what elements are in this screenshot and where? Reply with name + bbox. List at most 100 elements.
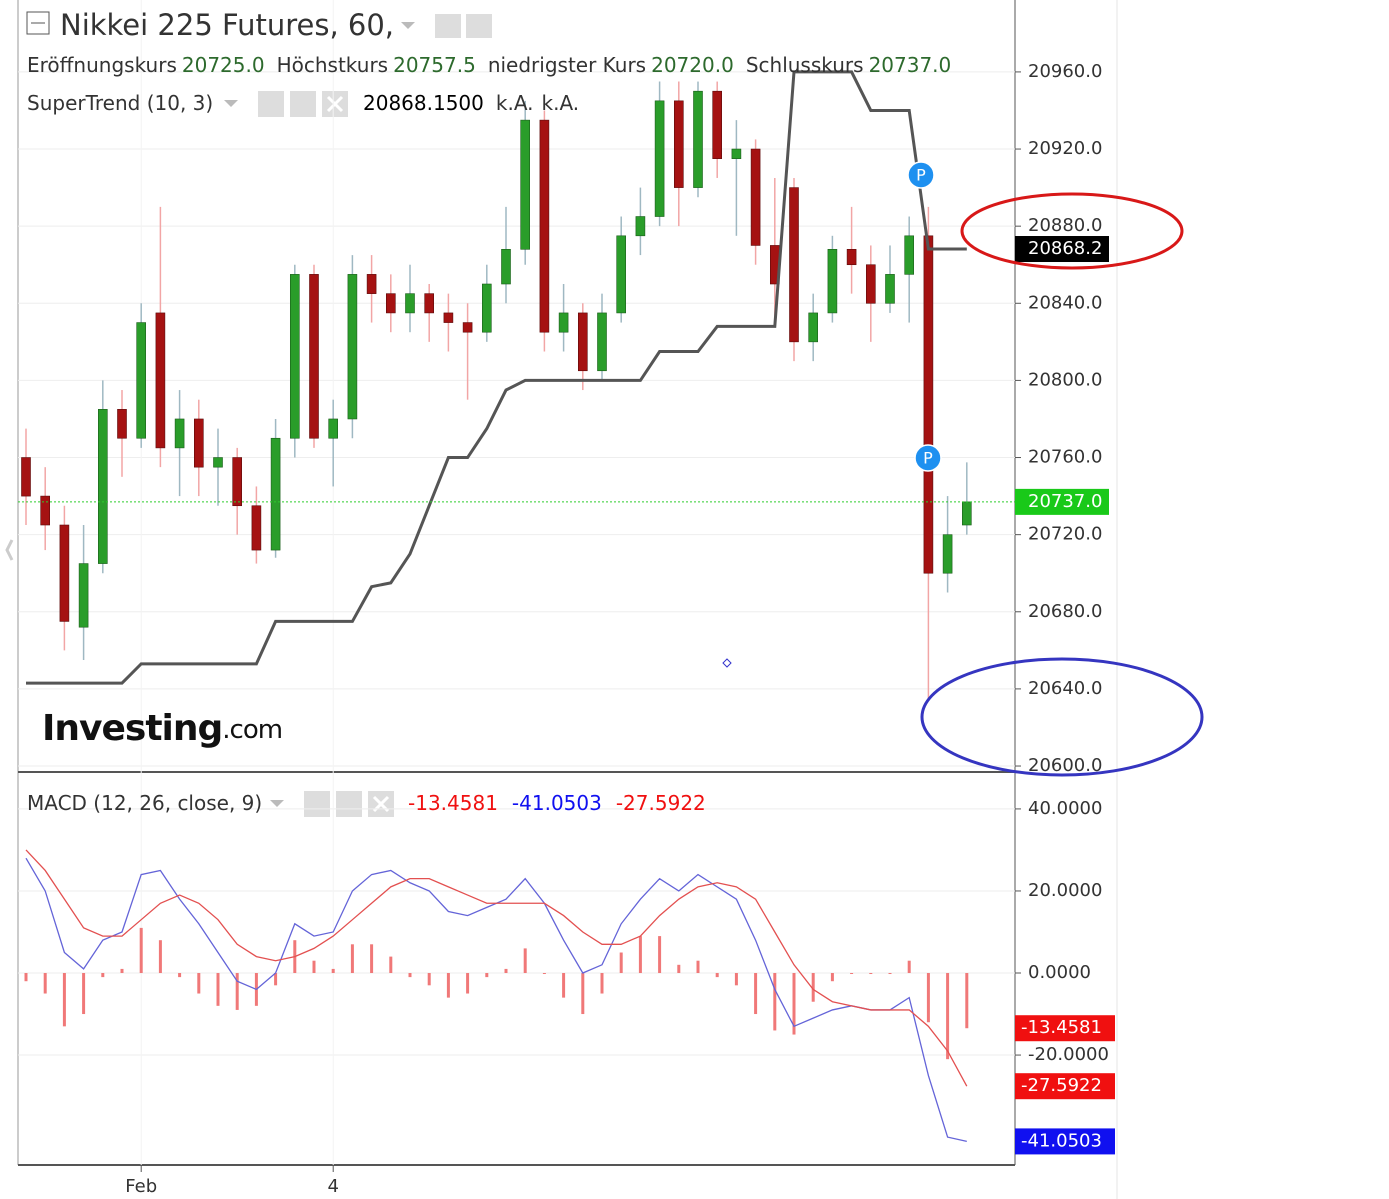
- histogram-bar: [926, 973, 930, 1023]
- candle-body: [635, 216, 646, 237]
- value-badge-label: -41.0503: [1021, 1130, 1102, 1151]
- histogram-bar: [62, 973, 66, 1027]
- indicator-badge-label: 20868.2: [1028, 238, 1102, 259]
- dropdown-arrow[interactable]: [270, 800, 284, 807]
- histogram-bar: [600, 973, 604, 994]
- marker: [914, 444, 942, 472]
- histogram-bar: [120, 968, 124, 974]
- value-badge: [1015, 1128, 1115, 1155]
- candle-body: [520, 119, 531, 250]
- price-badge-label: 20737.0: [1028, 491, 1102, 512]
- histogram-bar: [907, 960, 911, 974]
- histogram-bar: [542, 973, 546, 975]
- ohlc-value: 20757.5: [393, 53, 476, 77]
- histogram-bar: [830, 973, 834, 982]
- histogram-bar: [677, 964, 681, 974]
- histogram-bar: [312, 960, 316, 974]
- x-tick-label: Feb: [125, 1176, 157, 1197]
- visibility-button[interactable]: [258, 91, 284, 117]
- indicator-name: SuperTrend (10, 3): [27, 91, 214, 115]
- y-tick-label: 40.0000: [1028, 798, 1102, 819]
- candle-body: [232, 457, 242, 507]
- candle-body: [942, 534, 953, 574]
- ohlc-label: Schlusskurs: [745, 53, 864, 77]
- dropdown-arrow[interactable]: [401, 22, 415, 29]
- histogram-bar: [792, 973, 796, 1035]
- histogram-bar: [274, 973, 278, 986]
- histogram-bar: [504, 968, 508, 974]
- histogram-bar: [427, 973, 431, 986]
- candle-body: [98, 409, 108, 564]
- histogram-bar: [638, 936, 642, 974]
- candle-body: [136, 322, 146, 439]
- candle-body: [693, 90, 703, 188]
- settings-button[interactable]: [290, 91, 316, 117]
- candle-body: [385, 293, 396, 314]
- watermark: Investing.com: [42, 708, 282, 749]
- candle-body: [885, 274, 895, 304]
- ohlc-legend: Eröffnungskurs 20725.0 Höchstkurs 20757.5 ni…: [27, 53, 963, 77]
- settings-button[interactable]: [336, 791, 362, 817]
- ohlc-label: Eröffnungskurs: [27, 53, 177, 77]
- ohlc-value: 20720.0: [651, 53, 734, 77]
- histogram-bar: [197, 973, 201, 994]
- x-tick-label: 4: [327, 1176, 338, 1197]
- histogram-bar: [370, 944, 374, 974]
- candle-body: [309, 274, 319, 439]
- candle-body: [328, 418, 339, 439]
- value-badge-label: -27.5922: [1021, 1075, 1102, 1096]
- histogram-bar: [82, 973, 86, 1015]
- dropdown-arrow[interactable]: [224, 100, 238, 107]
- histogram-bar: [408, 973, 412, 978]
- histogram-bar: [446, 973, 450, 998]
- collapse-button[interactable]: [26, 11, 50, 35]
- candle-body: [155, 312, 166, 449]
- settings-button[interactable]: [466, 14, 492, 38]
- histogram-bar: [562, 973, 566, 998]
- candle-body: [59, 524, 70, 622]
- candle-body: [213, 457, 223, 468]
- candle-body: [366, 274, 377, 294]
- candle-body: [923, 235, 934, 574]
- candle-body: [712, 90, 723, 159]
- histogram-bar: [466, 973, 470, 994]
- visibility-button[interactable]: [304, 791, 330, 817]
- candle-body: [462, 322, 473, 333]
- candle-body: [616, 235, 627, 314]
- candle-body: [654, 100, 665, 217]
- pane-handle[interactable]: [5, 539, 14, 561]
- histogram-bar: [523, 948, 527, 974]
- candle-body: [270, 437, 281, 551]
- y-tick-label: 20800.0: [1028, 369, 1102, 390]
- candle-body: [405, 293, 415, 314]
- macd-values: -13.4581 -41.0503 -27.5922: [408, 791, 720, 815]
- histogram-bar: [43, 973, 47, 994]
- visibility-button[interactable]: [435, 14, 461, 38]
- candle-body: [251, 505, 262, 551]
- ohlc-label: Höchstkurs: [276, 53, 389, 77]
- candle-body: [21, 457, 31, 497]
- histogram-bar: [158, 940, 162, 974]
- histogram-bar: [389, 956, 393, 974]
- histogram-bar: [216, 973, 220, 1006]
- histogram-bar: [869, 973, 873, 975]
- histogram-bar: [235, 973, 239, 1010]
- highlight-ellipse: [920, 657, 1204, 777]
- histogram-bar: [811, 973, 815, 1002]
- macd-value: -41.0503: [511, 791, 602, 815]
- value-badge: [1015, 1073, 1115, 1100]
- ohlc-value: 20725.0: [181, 53, 265, 77]
- toolbar-icons: [26, 11, 492, 817]
- value-badge: [1015, 1015, 1115, 1042]
- supertrend-line: [26, 70, 967, 685]
- ohlc-label: niedrigster Kurs: [487, 53, 647, 77]
- histogram-bar: [734, 973, 738, 986]
- y-tick-label: 20640.0: [1028, 678, 1102, 699]
- candle-body: [789, 187, 799, 343]
- price-badge: [1015, 488, 1109, 515]
- candle-body: [865, 264, 876, 304]
- y-tick-label: 20960.0: [1028, 61, 1102, 82]
- histogram-bar: [946, 973, 950, 1060]
- watermark-brand: Investing: [42, 708, 222, 749]
- ohlc-value: 20737.0: [868, 53, 952, 77]
